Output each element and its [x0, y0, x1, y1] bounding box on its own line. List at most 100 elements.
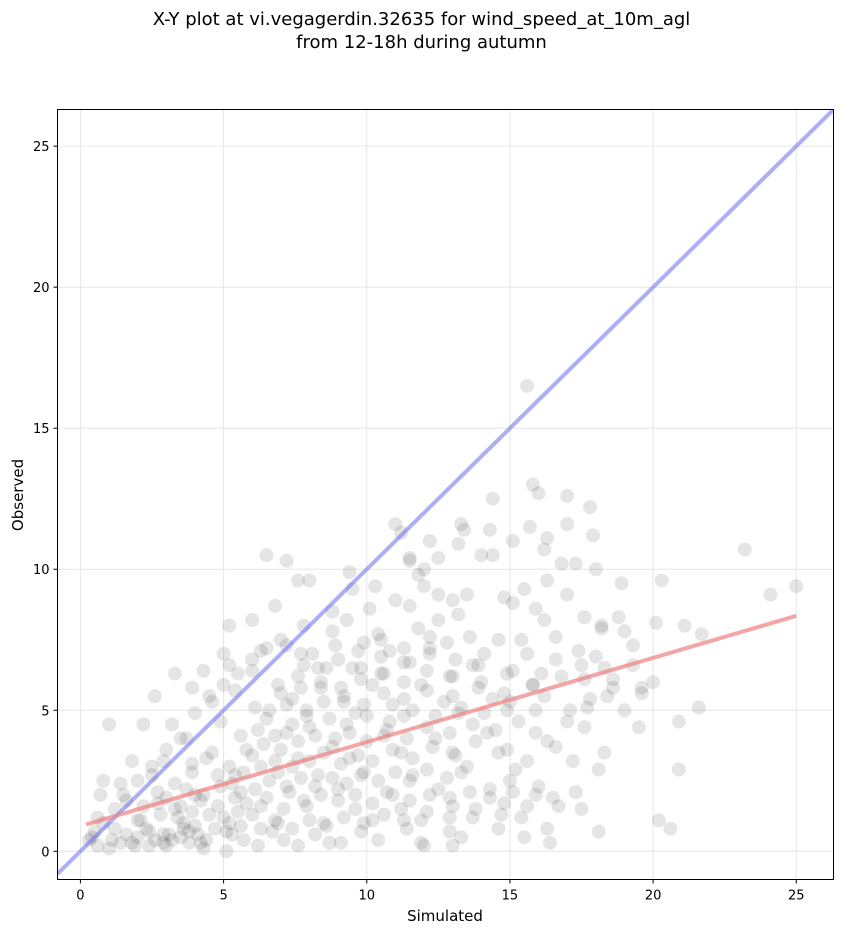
data-point — [199, 833, 214, 848]
data-point — [339, 717, 354, 732]
data-point — [471, 680, 486, 695]
data-point — [417, 838, 432, 853]
data-point — [245, 807, 260, 822]
y-tick-label: 5 — [41, 704, 49, 719]
data-point — [365, 754, 380, 769]
data-point — [648, 615, 663, 630]
y-tick-label: 0 — [41, 845, 49, 860]
data-point — [534, 666, 549, 681]
data-point — [520, 646, 535, 661]
data-point — [376, 666, 391, 681]
data-point — [322, 835, 337, 850]
data-point — [563, 703, 578, 718]
data-point — [262, 773, 277, 788]
data-point — [497, 590, 512, 605]
data-point — [130, 830, 145, 845]
data-point — [485, 491, 500, 506]
data-point — [308, 827, 323, 842]
data-point — [554, 556, 569, 571]
data-point — [133, 813, 148, 828]
data-point — [374, 666, 389, 681]
data-point — [362, 601, 377, 616]
data-point — [270, 816, 285, 831]
grid-lines — [57, 109, 834, 880]
data-point — [276, 801, 291, 816]
data-point — [445, 669, 460, 684]
data-point — [185, 804, 200, 819]
data-point — [445, 593, 460, 608]
data-point — [239, 796, 254, 811]
data-point — [285, 717, 300, 732]
chart-title-line2: from 12-18h during autumn — [296, 32, 547, 53]
x-tick-label: 5 — [219, 889, 227, 904]
data-point — [737, 542, 752, 557]
data-point — [376, 686, 391, 701]
data-point — [356, 765, 371, 780]
data-point — [574, 801, 589, 816]
data-point — [419, 683, 434, 698]
data-point — [259, 641, 274, 656]
data-point — [451, 607, 466, 622]
data-point — [517, 830, 532, 845]
data-point — [459, 587, 474, 602]
data-point — [250, 723, 265, 738]
data-point — [130, 813, 145, 828]
data-point — [331, 652, 346, 667]
data-point — [382, 714, 397, 729]
data-point — [216, 810, 231, 825]
data-point — [414, 677, 429, 692]
data-point — [219, 844, 234, 859]
data-point — [789, 579, 804, 594]
data-point — [411, 567, 426, 582]
data-point — [354, 768, 369, 783]
data-point — [417, 579, 432, 594]
data-point — [173, 731, 188, 746]
data-point — [190, 827, 205, 842]
x-tick-label: 0 — [76, 889, 84, 904]
data-point — [548, 629, 563, 644]
x-axis: 0 5 10 15 20 25 — [76, 879, 805, 904]
data-point — [185, 756, 200, 771]
data-point — [259, 548, 274, 563]
data-point — [465, 717, 480, 732]
data-point — [448, 748, 463, 763]
data-point — [245, 652, 260, 667]
data-point — [545, 790, 560, 805]
data-point — [482, 782, 497, 797]
data-point — [488, 723, 503, 738]
data-point — [302, 720, 317, 735]
data-point — [313, 680, 328, 695]
data-point — [763, 587, 778, 602]
data-point — [568, 785, 583, 800]
data-point — [600, 689, 615, 704]
data-point — [505, 785, 520, 800]
y-tick-label: 15 — [33, 422, 50, 437]
data-point — [505, 663, 520, 678]
data-point — [253, 644, 268, 659]
data-point — [442, 725, 457, 740]
data-point — [348, 787, 363, 802]
data-point — [339, 776, 354, 791]
data-point — [402, 773, 417, 788]
data-point — [651, 813, 666, 828]
data-point — [250, 838, 265, 853]
data-point — [259, 711, 274, 726]
data-point — [560, 587, 575, 602]
data-point — [425, 739, 440, 754]
data-point — [374, 649, 389, 664]
data-point — [439, 770, 454, 785]
data-point — [354, 672, 369, 687]
data-point — [571, 644, 586, 659]
data-point — [371, 833, 386, 848]
x-tick-label: 25 — [788, 889, 805, 904]
data-point — [216, 677, 231, 692]
data-point — [454, 700, 469, 715]
data-point — [156, 835, 171, 850]
data-point — [491, 745, 506, 760]
data-point — [442, 669, 457, 684]
data-point — [485, 548, 500, 563]
data-point — [497, 686, 512, 701]
data-point — [354, 824, 369, 839]
data-point — [336, 689, 351, 704]
